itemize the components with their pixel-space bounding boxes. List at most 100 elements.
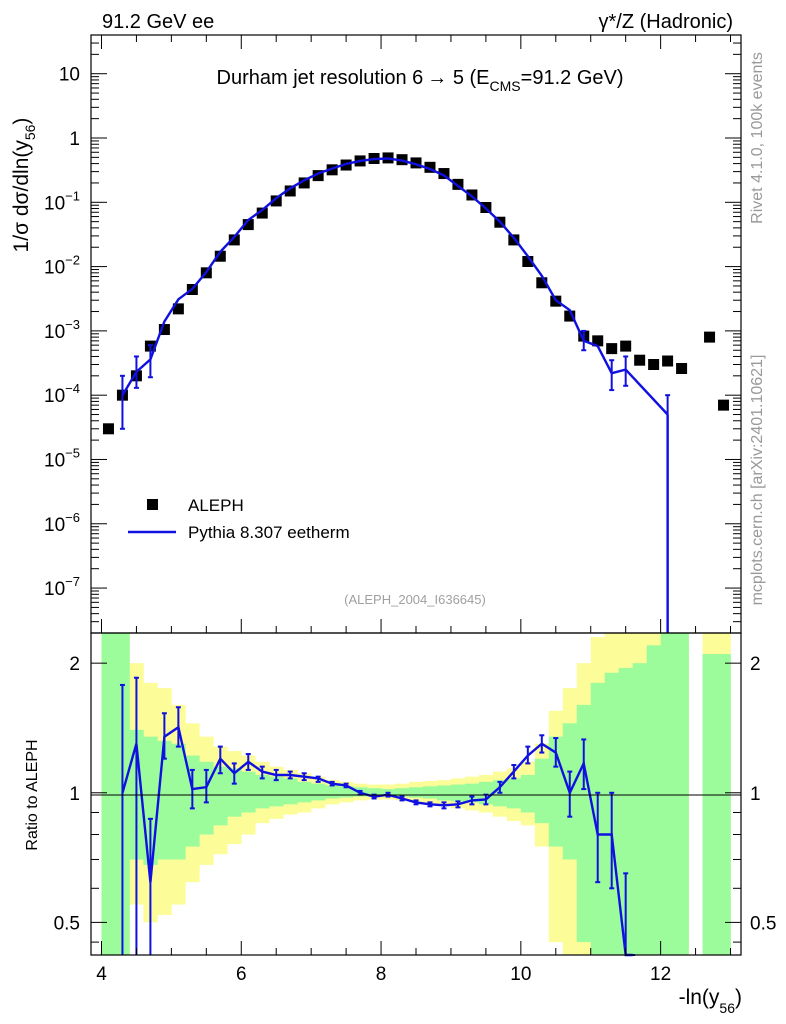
analysis-watermark: (ALEPH_2004_I636645) [344,592,486,607]
stat-band-5 [171,743,186,860]
aleph-point-30 [522,255,534,267]
aleph-point-9 [228,234,240,246]
stat-band-15 [311,783,326,801]
stat-band-9 [227,768,242,817]
mcplots-label: mcplots.cern.ch [arXiv:2401.10621] [749,355,766,606]
legend-label-pythia: Pythia 8.307 eetherm [188,523,350,542]
stat-band-37 [618,667,633,955]
y-tick-exponent: −1 [65,188,80,203]
y-tick-label-8: 10 [59,65,80,86]
xlabel-prefix: -ln(y [679,986,720,1009]
title-end: =91.2 GeV) [521,67,624,89]
ratio-y-tick-label-2: 2 [69,654,80,675]
rivet-version-label: Rivet 4.1.0, 100k events [749,52,766,224]
stat-band-23 [422,786,438,799]
stat-band-14 [297,781,312,803]
aleph-point-5 [172,303,184,315]
aleph-point-0 [102,423,114,435]
y-tick-label-3: 10−4 [44,381,80,407]
stat-band-43 [702,654,717,955]
ratio-y-tick-label-right-2: 2 [750,654,761,675]
aleph-point-11 [256,207,268,219]
y-tick-base: 10 [44,193,65,214]
legend: ALEPH Pythia 8.307 eetherm [128,496,350,542]
axis-ticks: 4 6 8 10 1210−710−610−510−410−310−210−11100.… [44,34,776,985]
aleph-point-40 [662,355,674,367]
y-tick-exponent: −2 [65,253,80,268]
stat-band-26 [464,783,480,803]
y-tick-exponent: −5 [65,445,80,460]
main-ylabel: 1/σ dσ/dln(y56) [10,118,38,253]
ratio-y-tick-label-right-0: 0.5 [750,913,776,934]
header-right-label: γ*/Z (Hadronic) [599,11,733,33]
y-tick-label-4: 10−3 [44,317,80,343]
ylabel-prefix: 1/σ dσ/dln(y [10,140,33,253]
y-tick-label-1: 10−6 [44,510,80,536]
stat-band-8 [213,766,228,826]
stat-band-17 [339,786,354,798]
stat-band-12 [269,776,284,807]
main-panel-data [102,152,730,633]
chart-title: Durham jet resolution 6 → 5 (ECMS=91.2 Ge… [217,67,624,94]
aleph-point-15 [312,170,324,182]
ratio-panel-data [119,676,636,957]
aleph-point-13 [284,185,296,197]
stat-band-41 [674,633,689,955]
main-panel-frame [90,34,742,634]
legend-label-aleph: ALEPH [188,496,244,515]
stat-band-44 [716,654,731,955]
stat-band-19 [367,788,382,796]
aleph-point-33 [564,310,576,322]
y-tick-exponent: −4 [65,381,80,396]
aleph-point-4 [158,324,170,336]
stat-band-10 [241,771,256,813]
stat-band-21 [395,788,410,797]
aleph-point-31 [536,277,548,289]
x-tick-label-4: 12 [650,964,671,985]
y-tick-label-5: 10−2 [44,253,80,279]
stat-band-29 [506,778,522,809]
stat-band-30 [520,774,536,813]
stat-band-40 [660,633,675,955]
aleph-point-8 [214,250,226,262]
aleph-point-42 [704,331,716,343]
header-left-label: 91.2 GeV ee [102,11,214,33]
stat-band-34 [576,704,592,943]
stat-band-24 [436,785,452,801]
aleph-point-43 [718,399,730,411]
pythia-line [121,157,669,416]
y-tick-base: 10 [44,258,65,279]
stat-band-38 [632,663,647,955]
aleph-point-39 [648,359,660,371]
legend-marker-aleph [147,499,158,510]
aleph-point-37 [620,340,632,352]
y-tick-label-0: 10−7 [44,574,80,600]
aleph-point-38 [634,354,646,366]
aleph-point-24 [438,168,450,180]
title-main: Durham jet resolution 6 [217,67,424,89]
stat-band-25 [450,784,466,802]
y-tick-base: 1 [69,129,80,150]
y-tick-base: 10 [44,515,65,536]
ratio-bands [101,633,731,955]
y-tick-exponent: −3 [65,317,80,332]
x-tick-label-1: 6 [236,964,247,985]
stat-band-31 [534,758,550,824]
aleph-point-35 [592,335,604,347]
aleph-point-23 [424,161,436,173]
stat-band-11 [255,774,270,809]
aleph-point-12 [270,195,282,207]
stat-band-16 [325,785,340,799]
ratio-y-tick-label-0: 0.5 [54,913,80,934]
stat-band-39 [646,645,661,955]
aleph-point-14 [298,177,310,189]
x-tick-label-2: 8 [376,964,387,985]
y-tick-base: 10 [44,322,65,343]
xlabel-subscript: 56 [719,1000,735,1016]
y-tick-label-7: 1 [69,129,80,150]
ratio-y-tick-label-1: 1 [69,784,80,805]
stat-band-22 [409,787,424,798]
y-tick-label-2: 10−5 [44,445,80,471]
aleph-point-36 [606,343,618,355]
x-tick-label-3: 10 [510,964,531,985]
